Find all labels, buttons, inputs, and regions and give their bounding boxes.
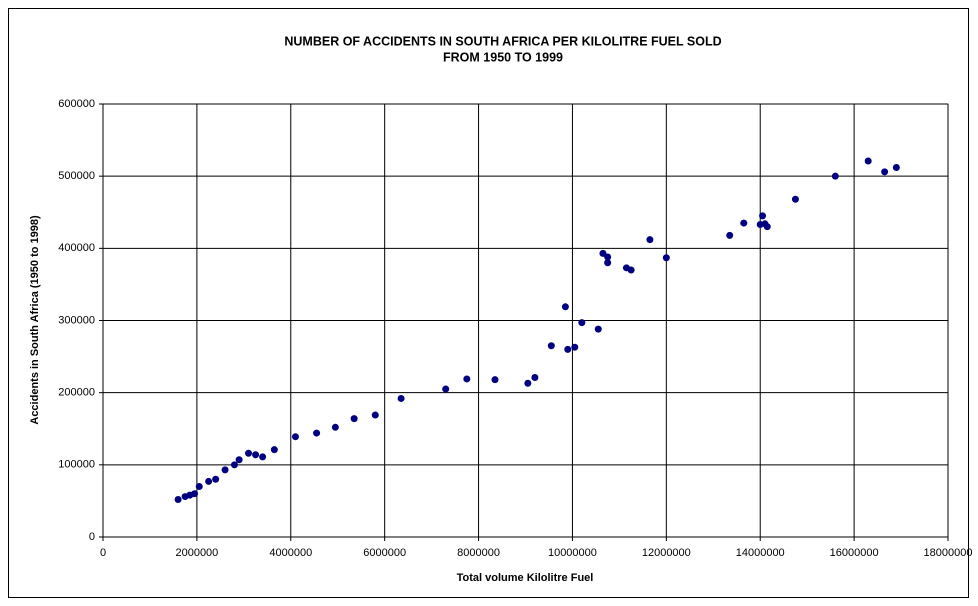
x-tick-label: 18000000: [924, 547, 973, 559]
data-point: [531, 374, 539, 382]
data-point: [627, 266, 635, 274]
data-point: [212, 475, 220, 483]
data-point: [230, 461, 238, 469]
y-tick-label: 400000: [58, 242, 95, 254]
data-point: [564, 345, 572, 353]
data-point: [662, 254, 670, 262]
data-point: [191, 490, 199, 498]
data-point: [371, 411, 379, 419]
data-point: [235, 456, 243, 464]
data-point: [740, 219, 748, 227]
x-tick-label: 8000000: [457, 547, 500, 559]
y-tick-label: 0: [89, 531, 95, 543]
data-point: [491, 376, 499, 384]
data-point: [759, 212, 767, 220]
data-point: [463, 375, 471, 383]
data-point: [763, 223, 771, 231]
x-axis-label: Total volume Kilolitre Fuel: [457, 572, 594, 584]
data-point: [221, 466, 229, 474]
data-point: [561, 303, 569, 311]
x-tick-label: 10000000: [548, 547, 597, 559]
data-point: [547, 342, 555, 350]
x-tick-label: 14000000: [736, 547, 785, 559]
x-tick-label: 0: [100, 547, 106, 559]
data-point: [442, 385, 450, 393]
data-point: [604, 253, 612, 261]
data-point: [259, 453, 267, 461]
data-point: [594, 325, 602, 333]
x-tick-label: 4000000: [269, 547, 312, 559]
y-tick-label: 300000: [58, 314, 95, 326]
data-point: [571, 343, 579, 351]
data-point: [864, 157, 872, 165]
data-point: [604, 259, 612, 267]
data-point: [831, 172, 839, 180]
y-tick-label: 500000: [58, 170, 95, 182]
data-point: [350, 415, 358, 423]
data-point: [578, 319, 586, 327]
data-point: [252, 451, 260, 459]
data-point: [524, 379, 532, 387]
data-point: [195, 482, 203, 490]
data-point: [174, 495, 182, 503]
data-point: [726, 231, 734, 239]
data-point: [791, 195, 799, 203]
chart-title: NUMBER OF ACCIDENTS IN SOUTH AFRICA PER …: [284, 34, 721, 48]
chart-subtitle: FROM 1950 TO 1999: [443, 50, 563, 64]
data-point: [331, 423, 339, 431]
data-point: [892, 164, 900, 172]
data-point: [245, 449, 253, 457]
x-tick-label: 2000000: [175, 547, 218, 559]
x-tick-label: 16000000: [830, 547, 879, 559]
y-tick-label: 600000: [58, 98, 95, 110]
data-point: [881, 168, 889, 176]
data-point: [270, 446, 278, 454]
data-point: [646, 236, 654, 244]
y-tick-label: 100000: [58, 459, 95, 471]
data-point: [397, 394, 405, 402]
x-tick-label: 6000000: [363, 547, 406, 559]
data-point: [291, 433, 299, 441]
data-point: [313, 429, 321, 437]
data-point: [205, 477, 213, 485]
y-axis-label: Accidents in South Africa (1950 to 1998): [29, 215, 41, 425]
y-tick-label: 200000: [58, 387, 95, 399]
x-tick-label: 12000000: [642, 547, 691, 559]
